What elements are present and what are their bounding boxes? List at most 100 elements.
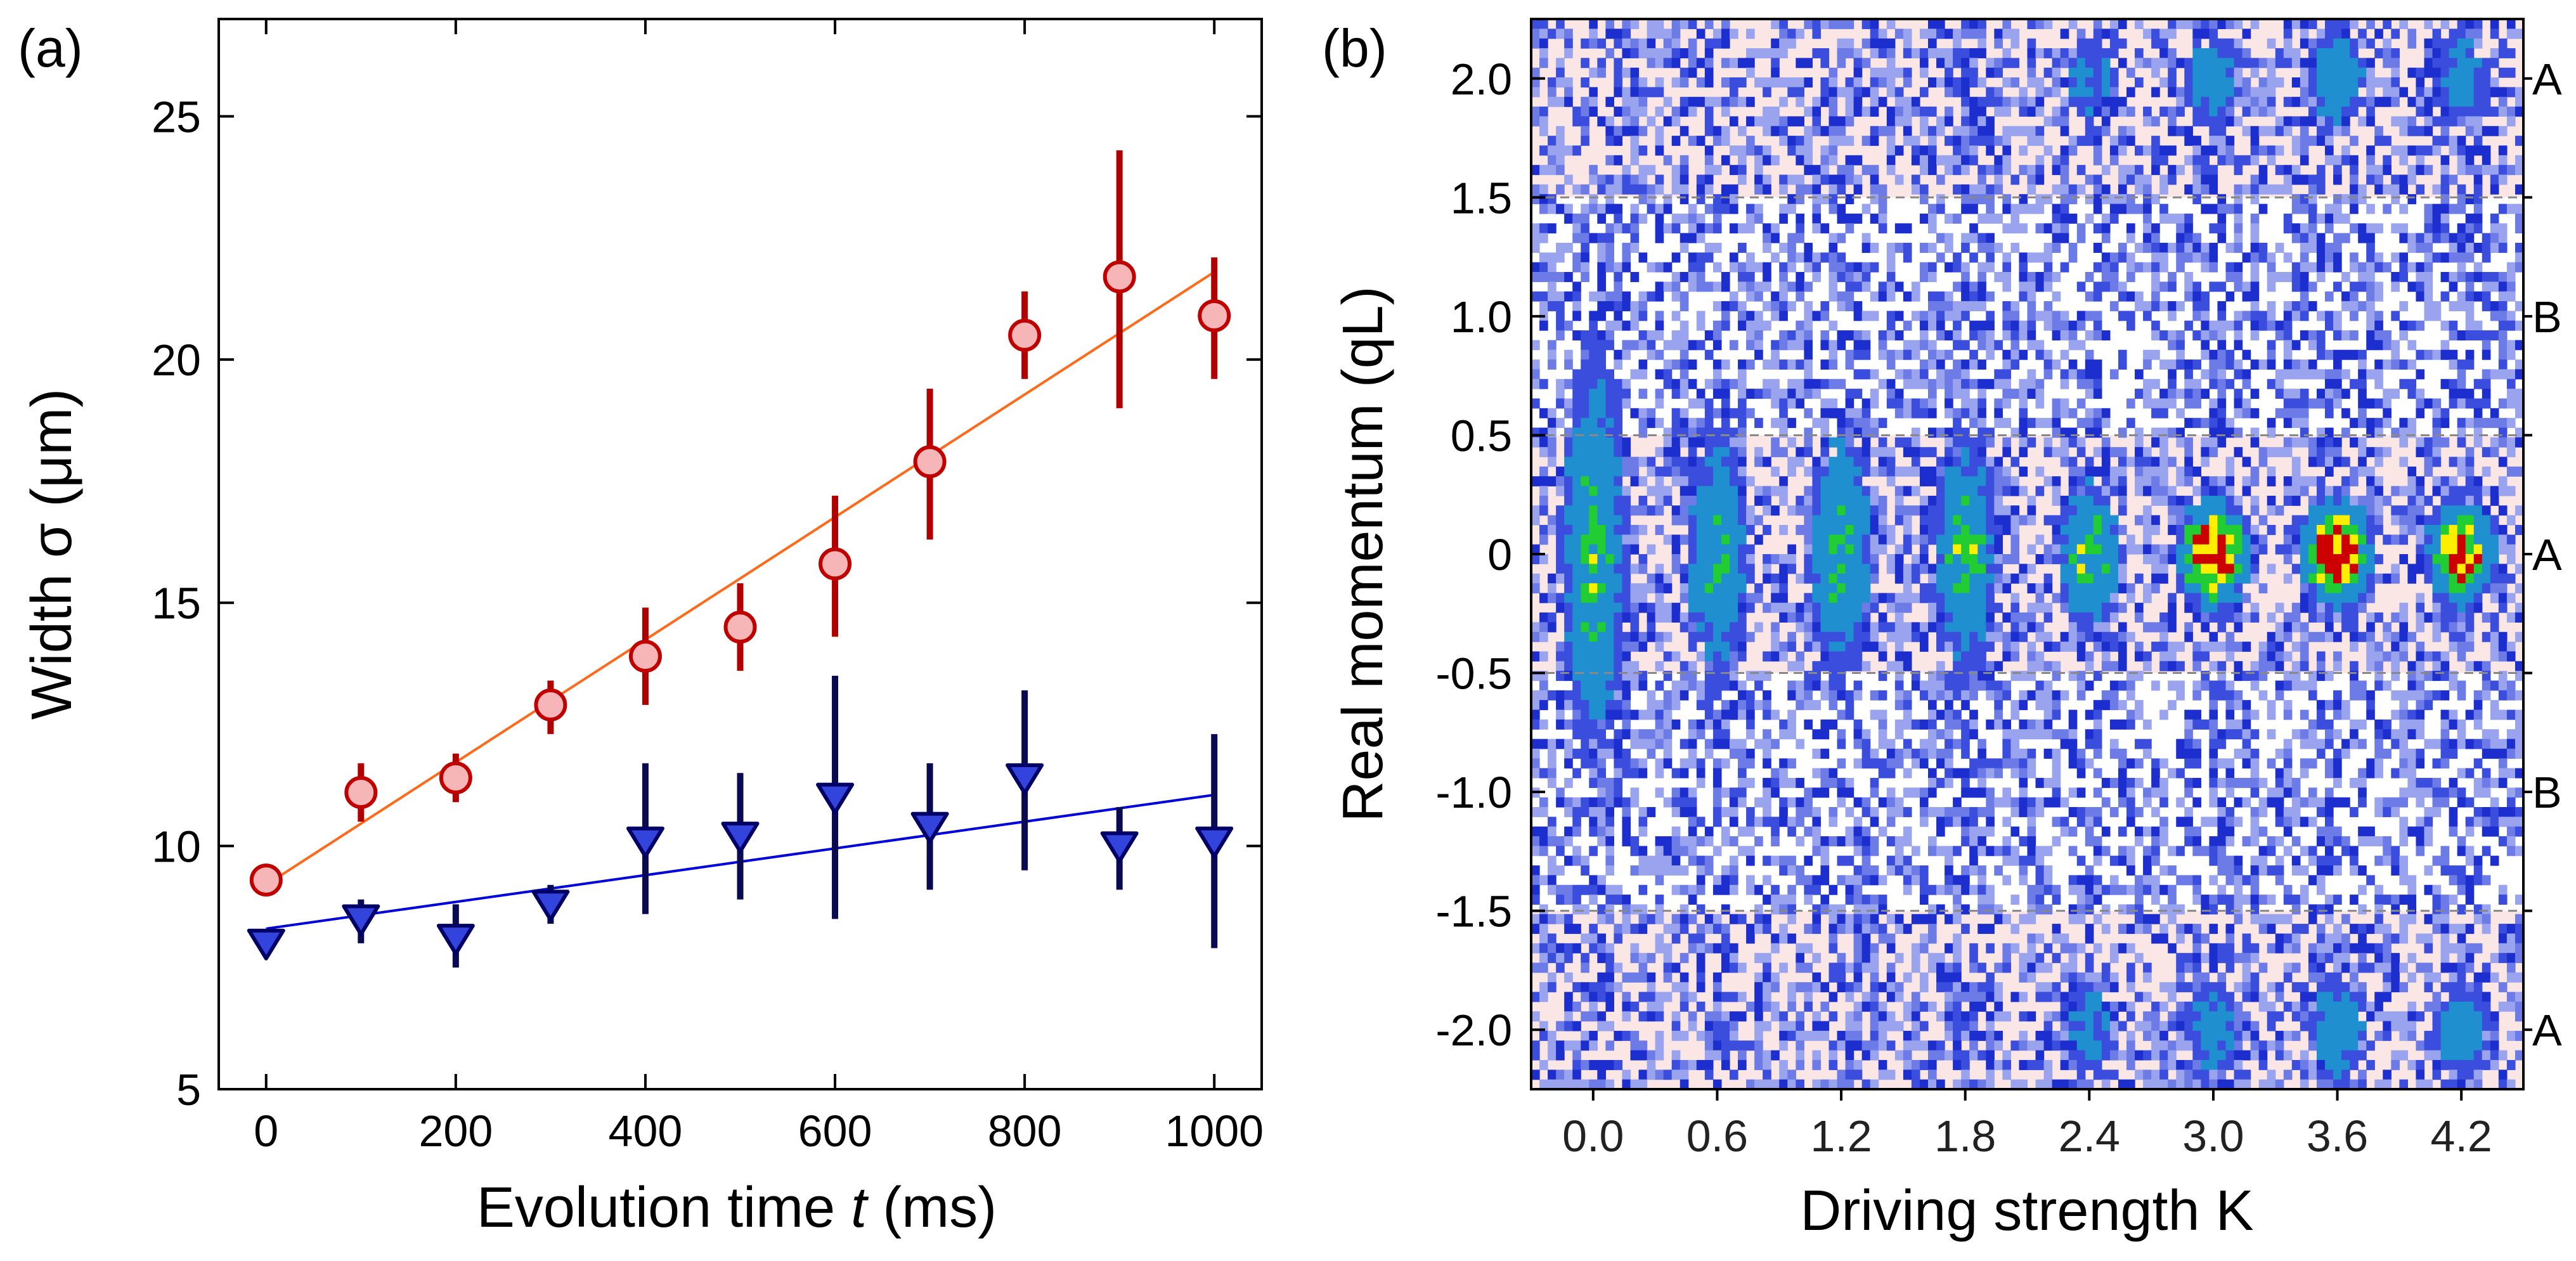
heatmap-pixel (2325, 39, 2334, 49)
heatmap-pixel (1862, 350, 1871, 360)
heatmap-pixel (1879, 515, 1887, 526)
heatmap-pixel (2317, 389, 2326, 399)
heatmap-pixel (1903, 39, 1912, 49)
heatmap-pixel (2217, 87, 2226, 97)
heatmap-pixel (2350, 554, 2359, 564)
heatmap-pixel (1705, 447, 1714, 457)
heatmap-pixel (1903, 292, 1912, 302)
heatmap-pixel (1746, 564, 1755, 574)
heatmap-pixel (2482, 301, 2491, 311)
heatmap-pixel (1531, 272, 1540, 282)
heatmap-pixel (1945, 155, 1953, 165)
heatmap-pixel (2061, 214, 2069, 224)
heatmap-pixel (1614, 204, 1622, 214)
heatmap-pixel (2036, 165, 2045, 175)
heatmap-pixel (1779, 116, 1788, 126)
heatmap-pixel (2002, 486, 2011, 496)
heatmap-pixel (1812, 194, 1821, 204)
heatmap-pixel (1812, 214, 1821, 224)
heatmap-pixel (2433, 632, 2442, 642)
heatmap-pixel (1879, 292, 1887, 302)
heatmap-pixel (2110, 554, 2119, 564)
heatmap-pixel (1969, 554, 1978, 564)
heatmap-pixel (1556, 165, 1565, 175)
heatmap-pixel (1556, 534, 1565, 545)
heatmap-pixel (1846, 642, 1854, 652)
heatmap-pixel (2433, 223, 2442, 233)
heatmap-pixel (2449, 486, 2458, 496)
heatmap-pixel (1977, 194, 1986, 204)
heatmap-pixel (1647, 457, 1656, 467)
heatmap-pixel (1754, 515, 1763, 526)
heatmap-pixel (2366, 272, 2375, 282)
heatmap-pixel (1556, 252, 1565, 262)
heatmap-pixel (1697, 457, 1705, 467)
heatmap-pixel (2002, 194, 2011, 204)
heatmap-pixel (1787, 145, 1796, 155)
heatmap-pixel (1936, 350, 1945, 360)
heatmap-pixel (2209, 554, 2218, 564)
heatmap-pixel (2184, 214, 2193, 224)
heatmap-pixel (2366, 223, 2375, 233)
heatmap-pixel (2308, 554, 2317, 564)
heatmap-pixel (2457, 622, 2466, 632)
heatmap-pixel (2474, 19, 2483, 29)
heatmap-pixel (2466, 97, 2475, 107)
heatmap-pixel (1697, 194, 1705, 204)
heatmap-pixel (2374, 418, 2383, 428)
heatmap-pixel (2077, 184, 2086, 195)
circle-data-point (441, 763, 470, 792)
triangle-data-point (439, 926, 473, 954)
heatmap-pixel (1688, 467, 1697, 477)
heatmap-pixel (1837, 19, 1846, 29)
heatmap-pixel (1903, 545, 1912, 555)
heatmap-pixel (1581, 223, 1589, 233)
heatmap-pixel (2085, 515, 2094, 526)
heatmap-pixel (1697, 223, 1705, 233)
heatmap-pixel (2010, 97, 2019, 107)
heatmap-pixel (2102, 525, 2111, 535)
heatmap-pixel (1548, 145, 1557, 155)
heatmap-pixel (1539, 272, 1548, 282)
heatmap-pixel (1713, 505, 1722, 515)
heatmap-pixel (2184, 632, 2193, 642)
heatmap-pixel (2433, 39, 2442, 49)
heatmap-pixel (1870, 77, 1879, 87)
heatmap-pixel (2399, 116, 2408, 126)
heatmap-pixel (2002, 525, 2011, 535)
heatmap-pixel (2217, 554, 2226, 564)
heatmap-pixel (2267, 632, 2276, 642)
heatmap-pixel (1969, 437, 1978, 448)
heatmap-pixel (2358, 389, 2367, 399)
heatmap-pixel (1531, 107, 1540, 117)
heatmap-pixel (2094, 262, 2102, 273)
heatmap-pixel (2184, 525, 2193, 535)
heatmap-pixel (1597, 428, 1606, 438)
heatmap-pixel (1672, 272, 1681, 282)
heatmap-pixel (2474, 505, 2483, 515)
heatmap-pixel (2317, 184, 2326, 195)
heatmap-pixel (2102, 214, 2111, 224)
heatmap-pixel (2192, 389, 2201, 399)
heatmap-pixel (2350, 97, 2359, 107)
heatmap-pixel (2259, 457, 2268, 467)
heatmap-pixel (1928, 77, 1937, 87)
heatmap-pixel (2069, 330, 2078, 340)
heatmap-pixel (2094, 369, 2102, 379)
heatmap-pixel (2333, 233, 2342, 243)
heatmap-pixel (2184, 379, 2193, 389)
heatmap-pixel (2226, 486, 2235, 496)
heatmap-pixel (1928, 214, 1937, 224)
heatmap-pixel (1953, 437, 1962, 448)
heatmap-pixel (2251, 612, 2260, 623)
heatmap-pixel (1829, 116, 1838, 126)
heatmap-pixel (2308, 593, 2317, 603)
heatmap-pixel (1870, 554, 1879, 564)
heatmap-pixel (1705, 467, 1714, 477)
heatmap-pixel (2292, 340, 2301, 350)
heatmap-pixel (1631, 467, 1640, 477)
heatmap-pixel (2036, 632, 2045, 642)
heatmap-pixel (2325, 457, 2334, 467)
heatmap-pixel (1597, 184, 1606, 195)
heatmap-pixel (1631, 68, 1640, 78)
